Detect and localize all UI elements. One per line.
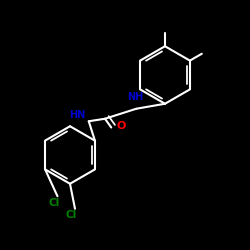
- Text: O: O: [116, 121, 126, 131]
- Text: Cl: Cl: [48, 198, 60, 207]
- Text: Cl: Cl: [66, 210, 77, 220]
- Text: NH: NH: [127, 92, 143, 102]
- Text: HN: HN: [69, 110, 85, 120]
